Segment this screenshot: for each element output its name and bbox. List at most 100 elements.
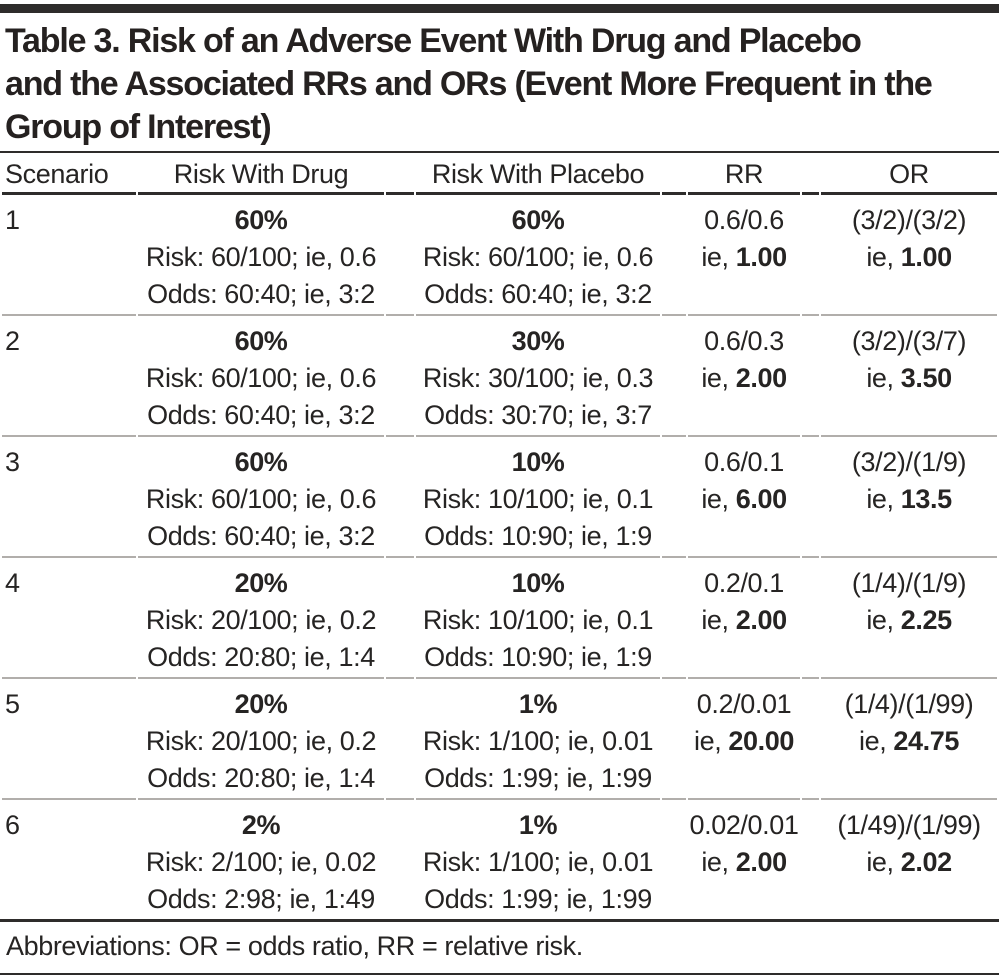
col-header-scenario: Scenario [2,153,136,195]
risk-with-drug-cell: 20% Risk: 20/100; ie, 0.2 Odds: 20:80; i… [138,558,384,679]
column-gutter [662,679,686,800]
risk-with-drug-cell: 2% Risk: 2/100; ie, 0.02 Odds: 2:98; ie,… [138,800,384,919]
placebo-percent: 10% [511,568,565,598]
drug-odds: Odds: 20:80; ie, 1:4 [147,642,375,672]
risk-with-drug-cell: 60% Risk: 60/100; ie, 0.6 Odds: 60:40; i… [138,316,384,437]
column-gutter [386,437,414,558]
rr-value: 2.00 [735,847,787,877]
table-row-scenario-5: 5 20% Risk: 20/100; ie, 0.2 Odds: 20:80;… [2,679,997,800]
column-gutter [386,558,414,679]
or-formula: (1/4)/(1/99) [844,689,974,719]
rr-formula: 0.6/0.1 [704,447,784,477]
or-prefix: ie, [859,726,894,756]
or-value: 13.5 [900,484,952,514]
or-formula: (3/2)/(1/9) [851,447,967,477]
column-gutter [662,316,686,437]
rr-cell: 0.6/0.6 ie, 1.00 [688,195,800,316]
drug-odds: Odds: 2:98; ie, 1:49 [147,884,375,914]
or-value: 24.75 [893,726,959,756]
or-prefix: ie, [866,363,901,393]
rr-value: 6.00 [735,484,787,514]
placebo-odds: Odds: 60:40; ie, 3:2 [424,279,652,309]
placebo-risk: Risk: 10/100; ie, 0.1 [422,605,654,635]
col-header-risk-with-drug: Risk With Drug [138,153,384,195]
rr-cell: 0.6/0.3 ie, 2.00 [688,316,800,437]
placebo-percent: 1% [518,689,558,719]
top-rule [0,4,999,13]
drug-odds: Odds: 60:40; ie, 3:2 [147,279,375,309]
column-gutter [802,316,819,437]
table-row-scenario-1: 1 60% Risk: 60/100; ie, 0.6 Odds: 60:40;… [2,195,997,316]
rr-result: ie, 2.00 [689,602,799,639]
or-value: 1.00 [900,242,952,272]
or-cell: (1/4)/(1/9) ie, 2.25 [821,558,997,679]
rr-cell: 0.6/0.1 ie, 6.00 [688,437,800,558]
or-result: ie, 24.75 [822,723,996,760]
column-gutter [802,800,819,919]
drug-odds: Odds: 20:80; ie, 1:4 [147,763,375,793]
col-header-or: OR [821,153,997,195]
placebo-percent: 60% [511,205,565,235]
risk-with-placebo-cell: 30% Risk: 30/100; ie, 0.3 Odds: 30:70; i… [416,316,660,437]
placebo-risk: Risk: 1/100; ie, 0.01 [422,847,654,877]
scenario-number: 4 [2,558,136,679]
rr-result: ie, 2.00 [689,844,799,881]
drug-percent: 60% [234,205,288,235]
rr-prefix: ie, [701,605,736,635]
column-gutter [662,800,686,919]
drug-percent: 60% [234,447,288,477]
column-gutter [386,800,414,919]
scenario-number: 2 [2,316,136,437]
or-result: ie, 2.02 [822,844,996,881]
col-header-risk-with-placebo: Risk With Placebo [416,153,660,195]
column-gutter [802,558,819,679]
drug-risk: Risk: 60/100; ie, 0.6 [145,484,377,514]
placebo-odds: Odds: 10:90; ie, 1:9 [424,521,652,551]
rr-cell: 0.02/0.01 ie, 2.00 [688,800,800,919]
rr-prefix: ie, [701,847,736,877]
table-title-line-2: and the Associated RRs and ORs (Event Mo… [5,65,933,103]
rr-result: ie, 2.00 [689,360,799,397]
column-gutter [662,195,686,316]
drug-risk: Risk: 60/100; ie, 0.6 [145,242,377,272]
rr-value: 2.00 [735,363,787,393]
table-title-line-1: Table 3. Risk of an Adverse Event With D… [5,22,862,60]
table-row-scenario-2: 2 60% Risk: 60/100; ie, 0.6 Odds: 60:40;… [2,316,997,437]
header-row: Scenario Risk With Drug Risk With Placeb… [2,153,997,195]
column-gutter [386,195,414,316]
or-cell: (1/4)/(1/99) ie, 24.75 [821,679,997,800]
or-cell: (3/2)/(3/7) ie, 3.50 [821,316,997,437]
or-result: ie, 3.50 [822,360,996,397]
placebo-odds: Odds: 30:70; ie, 3:7 [424,400,652,430]
rr-cell: 0.2/0.1 ie, 2.00 [688,558,800,679]
column-gutter [802,437,819,558]
column-gutter [662,437,686,558]
or-value: 3.50 [900,363,952,393]
risk-table: Scenario Risk With Drug Risk With Placeb… [0,153,999,919]
table-title-line-3: Group of Interest) [5,108,272,146]
rr-value: 1.00 [735,242,787,272]
rr-value: 2.00 [735,605,787,635]
column-gutter [386,316,414,437]
column-gutter [662,153,686,195]
placebo-odds: Odds: 1:99; ie, 1:99 [424,763,652,793]
placebo-risk: Risk: 60/100; ie, 0.6 [422,242,654,272]
drug-percent: 20% [234,689,288,719]
or-formula: (1/49)/(1/99) [837,810,981,840]
rr-formula: 0.02/0.01 [689,810,799,840]
placebo-odds: Odds: 1:99; ie, 1:99 [424,884,652,914]
or-result: ie, 1.00 [822,239,996,276]
drug-risk: Risk: 20/100; ie, 0.2 [145,605,377,635]
table-row-scenario-6: 6 2% Risk: 2/100; ie, 0.02 Odds: 2:98; i… [2,800,997,919]
or-cell: (3/2)/(3/2) ie, 1.00 [821,195,997,316]
placebo-percent: 1% [518,810,558,840]
drug-odds: Odds: 60:40; ie, 3:2 [147,400,375,430]
rr-prefix: ie, [701,363,736,393]
or-prefix: ie, [866,242,901,272]
risk-with-placebo-cell: 10% Risk: 10/100; ie, 0.1 Odds: 10:90; i… [416,558,660,679]
or-prefix: ie, [866,847,901,877]
drug-percent: 2% [241,810,281,840]
rr-prefix: ie, [694,726,729,756]
risk-with-placebo-cell: 1% Risk: 1/100; ie, 0.01 Odds: 1:99; ie,… [416,800,660,919]
